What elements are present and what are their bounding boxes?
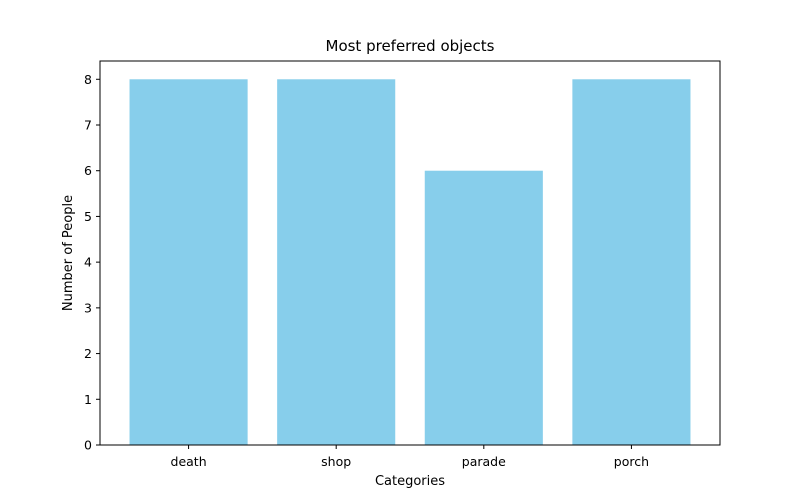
y-tick-label: 3 (84, 300, 92, 315)
x-axis-ticks: death shop parade porch (171, 445, 649, 469)
x-tick-label: porch (614, 454, 649, 469)
plot-frame (99, 60, 721, 446)
y-tick-label: 5 (84, 209, 92, 224)
bars-layer (129, 79, 691, 446)
x-tick-label: parade (462, 454, 506, 469)
y-tick-label: 4 (84, 255, 92, 270)
x-tick-label: death (171, 454, 207, 469)
y-tick-label: 1 (84, 392, 92, 407)
bar-shop (277, 79, 396, 446)
y-tick-label: 8 (84, 72, 92, 87)
y-axis-label: Number of People (61, 195, 76, 311)
y-tick-label: 6 (84, 163, 92, 178)
bar-death (129, 79, 248, 446)
y-tick-label: 0 (84, 438, 92, 453)
x-axis-label: Categories (375, 474, 445, 489)
y-tick-label: 2 (84, 346, 92, 361)
bar-porch (572, 79, 691, 446)
x-tick-label: shop (321, 454, 351, 469)
chart-title: Most preferred objects (326, 37, 495, 55)
y-axis-ticks: 0 1 2 3 4 5 6 7 8 (84, 72, 100, 453)
bar-parade (424, 170, 543, 445)
y-tick-label: 7 (84, 118, 92, 133)
